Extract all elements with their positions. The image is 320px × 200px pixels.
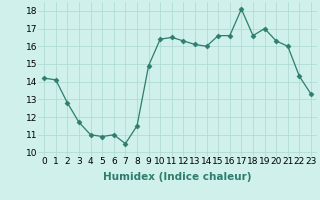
X-axis label: Humidex (Indice chaleur): Humidex (Indice chaleur) [103,172,252,182]
